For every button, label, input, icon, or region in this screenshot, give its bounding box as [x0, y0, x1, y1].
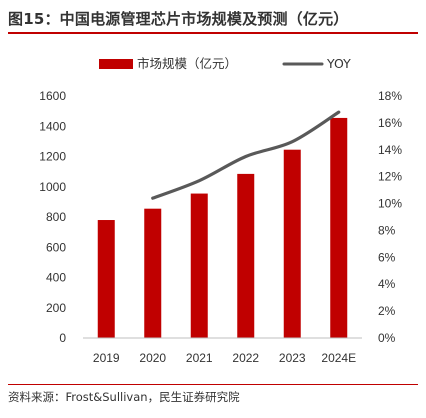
right-tick-label: 0%	[378, 331, 396, 345]
x-tick-label: 2024E	[321, 351, 356, 365]
left-tick-label: 1000	[39, 180, 66, 194]
bar-2022	[237, 173, 255, 338]
x-tick-label: 2019	[93, 351, 120, 365]
right-tick-label: 4%	[378, 277, 396, 291]
bar-2023	[283, 149, 301, 338]
left-tick-label: 1200	[39, 150, 66, 164]
legend-bar-swatch	[99, 59, 133, 69]
right-tick-label: 18%	[378, 89, 402, 103]
title-rule	[8, 32, 418, 34]
x-tick-label: 2022	[232, 351, 259, 365]
right-tick-label: 16%	[378, 116, 402, 130]
right-axis: 0% 2% 4% 6% 8% 10% 12% 14% 16% 18%	[378, 89, 402, 345]
combo-chart: 市场规模（亿元） YOY 0 200 400 600 800 1000 1200 1400 16…	[39, 56, 402, 365]
bar-2019	[97, 220, 115, 338]
left-tick-label: 200	[46, 301, 66, 315]
x-tick-label: 2023	[279, 351, 306, 365]
left-tick-label: 1600	[39, 89, 66, 103]
right-tick-label: 14%	[378, 143, 402, 157]
left-tick-label: 800	[46, 210, 66, 224]
left-tick-label: 1400	[39, 119, 66, 133]
x-tick-label: 2020	[139, 351, 166, 365]
right-tick-label: 10%	[378, 197, 402, 211]
x-axis: 2019 2020 2021 2022 2023 2024E	[93, 351, 356, 365]
legend-line-label: YOY	[326, 56, 351, 71]
right-tick-label: 12%	[378, 170, 402, 184]
left-tick-label: 0	[59, 331, 66, 345]
bar-2020	[144, 208, 162, 338]
chart-title: 图15：中国电源管理芯片市场规模及预测（亿元）	[8, 10, 349, 28]
bar-2021	[190, 193, 208, 338]
x-tick-label: 2021	[186, 351, 213, 365]
left-axis: 0 200 400 600 800 1000 1200 1400 1600	[39, 89, 66, 345]
left-tick-label: 400	[46, 271, 66, 285]
bar-2024E	[330, 117, 348, 339]
source-note: 资料来源：Frost&Sullivan，民生证券研究院	[8, 390, 240, 404]
bar-series	[97, 117, 348, 339]
footer-rule	[8, 384, 418, 385]
legend-bar-label: 市场规模（亿元）	[137, 56, 237, 71]
yoy-line	[151, 110, 341, 200]
right-tick-label: 8%	[378, 223, 396, 237]
right-tick-label: 2%	[378, 304, 396, 318]
right-tick-label: 6%	[378, 250, 396, 264]
left-tick-label: 600	[46, 240, 66, 254]
legend: 市场规模（亿元） YOY	[99, 56, 351, 71]
